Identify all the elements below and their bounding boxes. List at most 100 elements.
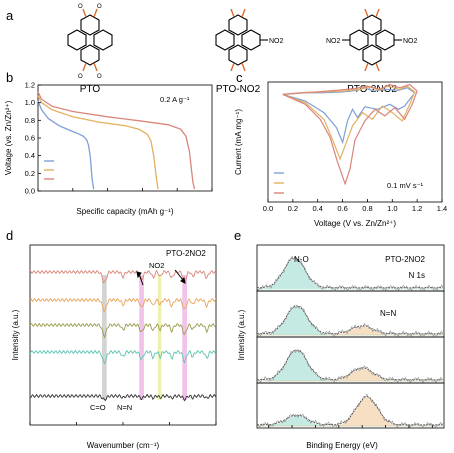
band-highlights [102, 275, 187, 400]
molecule-pto: O O O O [67, 4, 113, 80]
fitted-peak [257, 397, 444, 427]
raw-spectrum [256, 304, 444, 337]
axes-c: 0.0 0.2 0.4 0.6 0.8 1.0 1.2 1.4 [263, 199, 447, 213]
y-axis-label-d: Intensity (a.u.) [11, 309, 20, 360]
discharge-curves [37, 91, 196, 190]
panel-letter-e: e [234, 228, 241, 243]
envelope-fit [257, 396, 443, 426]
pto-no2-carbonyls [230, 8, 246, 72]
spectrum-line [29, 393, 217, 402]
molecule-label: PTO-NO2 [216, 84, 261, 95]
axes-e [268, 425, 433, 428]
envelope-fit [257, 257, 443, 289]
nn-bond-label: N=N [380, 309, 396, 318]
panel-letter-b: b [6, 70, 13, 85]
raw-spectrum [256, 393, 444, 429]
legend-b [44, 160, 54, 180]
envelope-fit [257, 349, 443, 381]
pto-2no2-carbonyls [364, 8, 380, 72]
raw-spectrum [256, 349, 444, 384]
no-bond-label: N-O [294, 255, 309, 264]
spectrum-line [29, 322, 217, 339]
x-tick-label: 1.0 [387, 204, 397, 213]
x-tick-label: 0.8 [362, 204, 372, 213]
highlight-band [182, 275, 187, 400]
panel-c: c 0.0 0.2 0.4 0.6 0.8 1.0 1.2 1.4 0.1 mV s⁻¹ Vo… [234, 70, 447, 228]
series-line [282, 85, 416, 161]
spectrum-line [29, 349, 217, 365]
fitted-peak [257, 415, 444, 427]
envelope-fit [257, 305, 443, 335]
fitted-peak [257, 326, 444, 336]
sample-title-d: PTO-2NO2 [166, 249, 206, 258]
oxygen-label: O [97, 74, 102, 80]
x-tick-label: 0.0 [263, 204, 273, 213]
carbonyl-label: C=O [90, 403, 106, 412]
series-line [37, 100, 95, 190]
x-tick-label: 0.6 [337, 204, 347, 213]
x-tick-label: 0.4 [312, 204, 322, 213]
x-tick-label: 1.4 [437, 204, 447, 213]
down-arrow-icon [174, 269, 186, 284]
nitro-group-label: NO2 [403, 38, 418, 45]
y-axis-label-e: Intensity (a.u.) [237, 309, 246, 360]
panel-a: a O O O O PTO [6, 4, 418, 95]
molecule-pto-2no2: NO2 NO2 [326, 8, 418, 72]
pto-no2-rings [215, 14, 268, 66]
y-axis-label-b: Voltage (vs. Zn/Zn²⁺) [4, 100, 13, 175]
xps-subplots [256, 244, 445, 429]
scan-rate-label: 0.1 mV s⁻¹ [387, 181, 424, 190]
ftir-spectra [29, 269, 217, 402]
subplot-frame [256, 382, 445, 429]
legend-c [274, 172, 284, 194]
y-axis-label-c: Current (mA mg⁻¹) [234, 109, 243, 175]
x-tick-label: 0.2 [288, 204, 298, 213]
nitro-band-label: NO2 [149, 261, 164, 270]
x-axis-label-d: Wavenumber (cm⁻¹) [87, 441, 160, 450]
panel-letter-a: a [6, 8, 14, 23]
series-line [37, 95, 159, 190]
y-tick-label: 1.2 [25, 81, 35, 90]
spectrum-line [29, 269, 217, 284]
x-axis-label-e: Binding Energy (eV) [306, 441, 378, 450]
oxygen-label: O [78, 74, 83, 80]
y-tick-label: 0.0 [25, 187, 35, 196]
y-tick-label: 0.2 [25, 169, 35, 178]
sample-title-e: PTO-2NO2 [385, 255, 425, 264]
molecule-label: PTO [80, 84, 101, 95]
panel-letter-c: c [236, 70, 243, 85]
oxygen-label: O [97, 4, 102, 10]
fitted-peak [257, 306, 444, 336]
oxygen-label: O [78, 4, 83, 10]
axes-d [29, 422, 217, 425]
panel-e: e PTO-2NO2 N 1s N-O N=N Binding Energy (… [234, 228, 445, 450]
azo-label: N=N [117, 403, 132, 412]
x-axis-label-b: Specific capacity (mAh g⁻¹) [76, 207, 173, 216]
x-axis-label-c: Voltage (V vs. Zn/Zn²⁺) [314, 219, 396, 228]
highlight-band [139, 275, 144, 400]
panel-letter-d: d [6, 228, 13, 243]
up-arrow-icon [136, 271, 144, 286]
y-tick-label: 0.8 [25, 116, 35, 125]
core-level-label: N 1s [409, 271, 425, 280]
spectrum-line [29, 297, 217, 313]
axes-b: 0.0 0.2 0.4 0.6 0.8 1.0 1.2 [25, 81, 213, 196]
molecule-pto-no2: NO2 [215, 8, 284, 72]
y-tick-label: 1.0 [25, 98, 35, 107]
highlight-band [157, 275, 162, 400]
y-tick-label: 0.6 [25, 134, 35, 143]
panel-b: b 0.0 0.2 0.4 0.6 0.8 1.0 1.2 0.2 A g⁻¹ Specif… [4, 70, 213, 216]
nitro-group-label: NO2 [326, 38, 341, 45]
pto-2no2-rings [342, 14, 402, 66]
current-density-label: 0.2 A g⁻¹ [160, 95, 190, 104]
nitro-group-label: NO2 [269, 38, 284, 45]
panel-d: d PTO-2NO2 NO2 C=O N=N Wavenumber (cm⁻¹)… [6, 228, 217, 450]
x-tick-label: 1.2 [412, 204, 422, 213]
series-line [37, 91, 196, 190]
y-tick-label: 0.4 [25, 151, 35, 160]
cv-curves [282, 83, 418, 186]
series-line [282, 87, 416, 145]
plot-frame-c [267, 81, 443, 203]
series-line [282, 83, 418, 186]
molecule-label: PTO-2NO2 [347, 84, 397, 95]
